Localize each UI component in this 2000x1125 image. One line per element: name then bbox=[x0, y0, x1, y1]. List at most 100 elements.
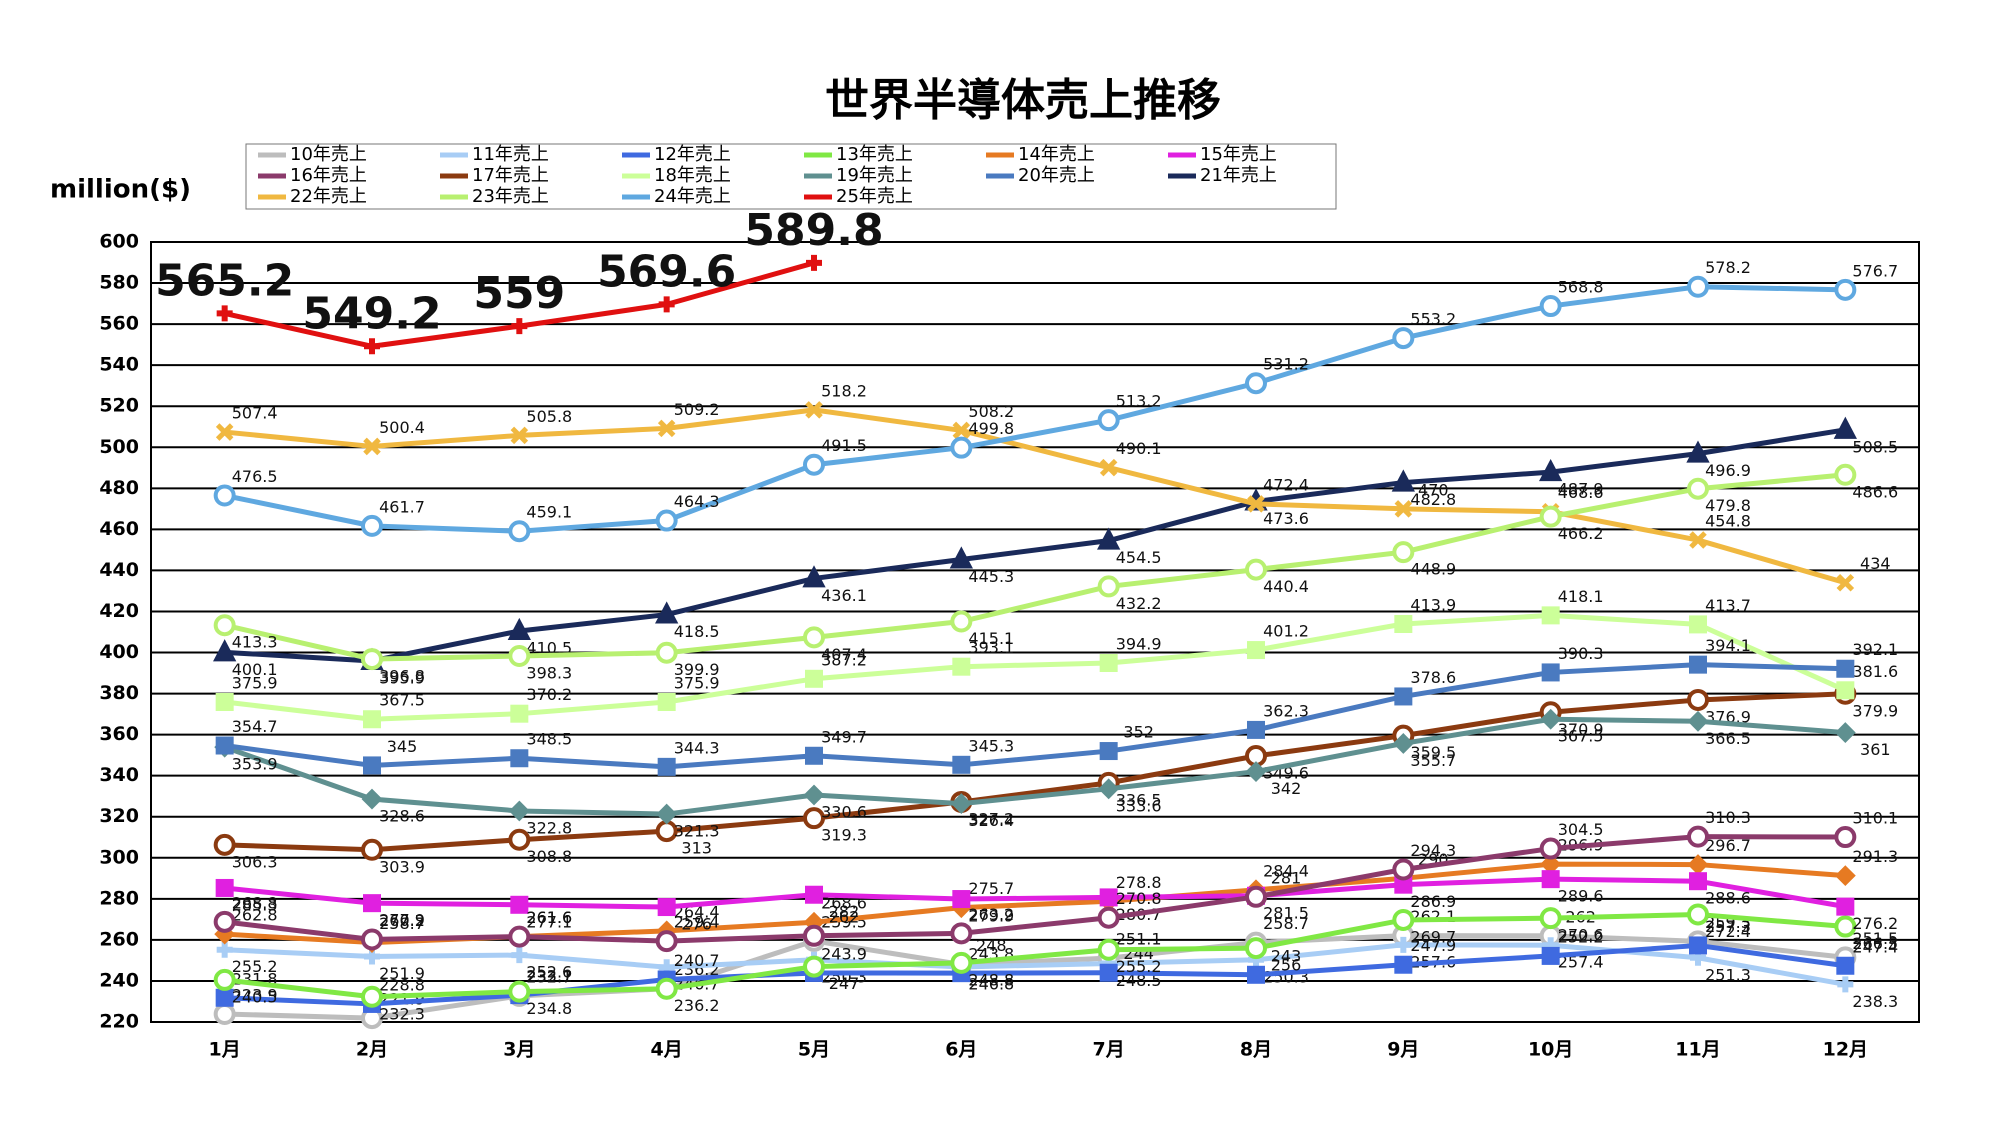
data-label: 378.6 bbox=[1410, 668, 1456, 687]
marker bbox=[1247, 965, 1265, 984]
marker bbox=[1540, 708, 1562, 730]
marker bbox=[363, 894, 381, 913]
data-label: 361 bbox=[1860, 740, 1891, 759]
data-label: 252.2 bbox=[1558, 927, 1604, 946]
marker bbox=[1687, 688, 1709, 711]
series-line bbox=[224, 612, 1847, 722]
y-tick-label: 580 bbox=[99, 272, 139, 294]
marker bbox=[510, 704, 529, 723]
data-label: 243 bbox=[1271, 946, 1302, 965]
data-label: 248.8 bbox=[968, 970, 1014, 989]
marker bbox=[805, 401, 823, 419]
data-label: 349.7 bbox=[821, 727, 867, 746]
data-label: 270.8 bbox=[1116, 889, 1162, 908]
legend-label: 10年売上 bbox=[290, 144, 367, 165]
marker bbox=[1834, 722, 1856, 743]
data-label: 569.6 bbox=[597, 246, 736, 297]
marker bbox=[508, 828, 531, 851]
data-label: 553.2 bbox=[1410, 310, 1456, 329]
marker bbox=[508, 925, 531, 948]
marker bbox=[1392, 733, 1414, 754]
y-tick-label: 260 bbox=[99, 928, 139, 950]
marker bbox=[950, 610, 973, 633]
data-label: 322.8 bbox=[526, 818, 572, 837]
series: 507.4 500.4 505.8 509.2 518.2 508.2 490.1 472.4… bbox=[215, 381, 1891, 592]
data-label: 398.3 bbox=[526, 664, 572, 683]
legend-box bbox=[245, 143, 1337, 210]
data-label: 240.7 bbox=[674, 951, 720, 970]
data-label: 342 bbox=[1271, 779, 1302, 798]
data-label: 232.7 bbox=[526, 967, 572, 986]
marker bbox=[1836, 956, 1855, 975]
series-line bbox=[224, 407, 1847, 586]
data-label: 473.6 bbox=[1263, 509, 1309, 528]
data-label: 445.3 bbox=[968, 567, 1014, 586]
data-label: 228.8 bbox=[379, 975, 425, 994]
data-label: 258.7 bbox=[1263, 914, 1309, 933]
y-tick-label: 500 bbox=[99, 436, 139, 458]
data-label: 413.7 bbox=[1705, 596, 1751, 615]
marker bbox=[1394, 955, 1413, 974]
data-label: 508.2 bbox=[968, 402, 1014, 421]
data-label: 454.5 bbox=[1116, 548, 1162, 567]
marker bbox=[1687, 477, 1709, 500]
data-label: 313 bbox=[681, 839, 712, 858]
data-label: 434 bbox=[1860, 554, 1891, 573]
series-line bbox=[224, 942, 1846, 1007]
data-label: 459.1 bbox=[526, 503, 572, 522]
y-tick-label: 360 bbox=[99, 723, 139, 745]
data-label: 330.6 bbox=[821, 802, 867, 821]
data-label: 277.1 bbox=[526, 912, 572, 931]
data-label: 436.1 bbox=[821, 586, 867, 605]
data-label: 276.2 bbox=[1852, 914, 1898, 933]
data-label: 418.1 bbox=[1558, 587, 1604, 606]
series-line bbox=[224, 427, 1846, 664]
marker bbox=[1099, 742, 1118, 761]
data-label: 255.2 bbox=[232, 957, 278, 976]
marker bbox=[1099, 963, 1118, 982]
y-tick-label: 600 bbox=[99, 231, 139, 253]
marker bbox=[361, 648, 383, 671]
series-line bbox=[224, 472, 1846, 662]
data-label: 509.2 bbox=[674, 400, 720, 419]
y-tick-label: 400 bbox=[99, 641, 139, 663]
x-tick-label: 8月 bbox=[1240, 1039, 1272, 1061]
data-label: 282 bbox=[829, 902, 860, 921]
data-label: 306.3 bbox=[232, 852, 278, 871]
marker bbox=[657, 692, 676, 711]
marker bbox=[1834, 278, 1857, 301]
marker bbox=[805, 885, 823, 904]
data-label: 328.6 bbox=[379, 807, 425, 826]
data-label: 345.3 bbox=[968, 736, 1014, 755]
data-label: 362.3 bbox=[1263, 701, 1309, 720]
data-label: 248 bbox=[976, 936, 1007, 955]
data-label: 513.2 bbox=[1116, 392, 1162, 411]
data-label: 491.5 bbox=[821, 436, 867, 455]
marker bbox=[508, 520, 531, 543]
data-label: 507.4 bbox=[232, 404, 278, 423]
marker bbox=[361, 985, 383, 1008]
marker bbox=[1539, 907, 1562, 930]
data-label: 260.2 bbox=[379, 911, 425, 930]
marker bbox=[1687, 903, 1709, 926]
marker bbox=[1836, 897, 1855, 916]
data-label: 285.3 bbox=[232, 895, 278, 914]
data-label: 379.9 bbox=[1852, 701, 1898, 720]
data-label: 370.2 bbox=[526, 685, 572, 704]
legend-label: 13年売上 bbox=[836, 144, 913, 165]
data-label: 255.2 bbox=[1116, 957, 1162, 976]
marker bbox=[1541, 663, 1560, 682]
data-label: 261.6 bbox=[526, 908, 572, 927]
x-tick-label: 12月 bbox=[1823, 1039, 1868, 1061]
data-label: 359.5 bbox=[1410, 743, 1456, 762]
marker bbox=[805, 746, 823, 765]
marker bbox=[1836, 573, 1855, 592]
marker bbox=[1836, 681, 1855, 700]
data-label: 261.6 bbox=[526, 908, 572, 927]
data-label: 281.5 bbox=[1263, 903, 1309, 922]
data-label: 392.1 bbox=[1852, 640, 1898, 659]
legend-label: 24年売上 bbox=[654, 186, 731, 207]
data-label: 278.8 bbox=[1116, 873, 1162, 892]
